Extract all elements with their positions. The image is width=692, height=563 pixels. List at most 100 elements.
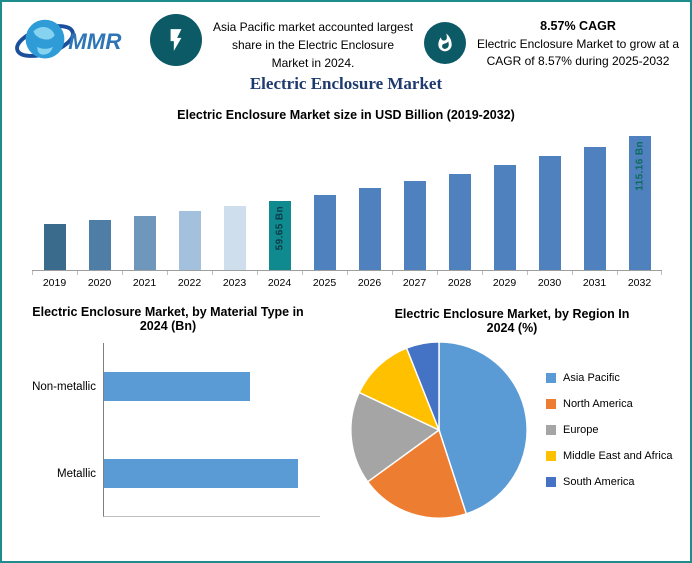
header-left-note: Asia Pacific market accounted largest sh… bbox=[212, 20, 414, 70]
hbar-track-non-metallic bbox=[103, 343, 320, 430]
bar-cell-2032: 115.16 Bn bbox=[617, 128, 662, 270]
legend-item-middle-east-and-africa: Middle East and Africa bbox=[546, 450, 672, 462]
bar-2024: 59.65 Bn bbox=[268, 200, 291, 270]
legend-label-north-america: North America bbox=[563, 398, 633, 410]
bar-cell-2031 bbox=[572, 128, 617, 270]
legend-item-south-america: South America bbox=[546, 476, 672, 488]
pie-slice-north-america bbox=[366, 428, 468, 519]
axis-label-2030: 2030 bbox=[527, 271, 572, 289]
legend-swatch-north-america bbox=[546, 399, 556, 409]
legend-label-middle-east-and-africa: Middle East and Africa bbox=[563, 450, 673, 462]
pie-slice-europe bbox=[350, 391, 441, 483]
legend-swatch-south-america bbox=[546, 477, 556, 487]
page-title: Electric Enclosure Market bbox=[249, 74, 443, 93]
legend-label-europe: Europe bbox=[563, 424, 599, 436]
bar-cell-2028 bbox=[437, 128, 482, 270]
axis-label-2029: 2029 bbox=[482, 271, 527, 289]
hbar-row-metallic: Metallic bbox=[10, 430, 320, 517]
globe-continent bbox=[37, 46, 53, 55]
legend-swatch-middle-east-and-africa bbox=[546, 451, 556, 461]
logo-text: MMR bbox=[68, 29, 121, 54]
pie-chart-title: Electric Enclosure Market, by Region In … bbox=[394, 307, 630, 335]
bar-value-label-2032: 115.16 Bn bbox=[634, 140, 645, 191]
bar-chart-title: Electric Enclosure Market size in USD Bi… bbox=[177, 108, 515, 122]
category-label-non-metallic: Non-metallic bbox=[32, 380, 96, 393]
pie-chart bbox=[350, 341, 528, 519]
bar-cell-2022 bbox=[167, 128, 212, 270]
lightning-icon-circle bbox=[150, 14, 202, 66]
bar-2028 bbox=[448, 173, 471, 270]
bar-cell-2027 bbox=[392, 128, 437, 270]
bar-cell-2020 bbox=[77, 128, 122, 270]
bar-cell-2021 bbox=[122, 128, 167, 270]
axis-label-2022: 2022 bbox=[167, 271, 212, 289]
hbar-track-metallic bbox=[103, 430, 320, 517]
bar-cell-2030 bbox=[527, 128, 572, 270]
bar-2030 bbox=[538, 156, 561, 270]
bar-chart-plot-area: 59.65 Bn 115.16 Bn bbox=[32, 128, 662, 270]
cagr-note: Electric Enclosure Market to grow at a C… bbox=[476, 37, 680, 69]
cagr-block: 8.57% CAGR Electric Enclosure Market to … bbox=[474, 10, 682, 71]
axis-label-2019: 2019 bbox=[32, 271, 77, 289]
bar-2032: 115.16 Bn bbox=[628, 135, 651, 270]
axis-label-2031: 2031 bbox=[572, 271, 617, 289]
legend-item-asia-pacific: Asia Pacific bbox=[546, 372, 672, 384]
axis-label-2023: 2023 bbox=[212, 271, 257, 289]
legend-swatch-europe bbox=[546, 425, 556, 435]
flame-icon bbox=[438, 33, 452, 52]
bar-2021 bbox=[133, 215, 156, 270]
hbar-row-non-metallic: Non-metallic bbox=[10, 343, 320, 430]
bar-2027 bbox=[403, 181, 426, 270]
mmr-logo: MMR bbox=[15, 19, 121, 59]
axis-label-2021: 2021 bbox=[122, 271, 167, 289]
market-size-bar-chart: Electric Enclosure Market size in USD Bi… bbox=[2, 108, 690, 289]
hbar-non-metallic bbox=[104, 372, 250, 401]
category-label-metallic: Metallic bbox=[57, 467, 96, 480]
bar-2020 bbox=[88, 219, 111, 270]
pie-legend: Asia Pacific North America Europe Middle Ea… bbox=[546, 372, 672, 488]
flame-icon-circle bbox=[424, 22, 466, 64]
header: MMR Asia Pacific market accounted larges… bbox=[2, 2, 690, 72]
region-pie-chart: Electric Enclosure Market, by Region In … bbox=[334, 299, 690, 521]
bar-chart-x-axis: 2019 2020 2021 2022 2023 2024 2025 2026 2027 2028… bbox=[32, 270, 662, 289]
axis-label-2032: 2032 bbox=[617, 271, 662, 289]
cagr-title: 8.57% CAGR bbox=[540, 19, 616, 33]
bar-2022 bbox=[178, 211, 201, 270]
material-chart-plot-area: Non-metallic Metallic bbox=[10, 343, 320, 517]
axis-label-2027: 2027 bbox=[392, 271, 437, 289]
pie-slice-south-america bbox=[405, 341, 440, 431]
axis-label-2024: 2024 bbox=[257, 271, 302, 289]
bar-cell-2019 bbox=[32, 128, 77, 270]
pie-slice-middle-east-and-africa bbox=[358, 347, 441, 432]
cagr-section: 8.57% CAGR Electric Enclosure Market to … bbox=[424, 10, 682, 71]
legend-label-asia-pacific: Asia Pacific bbox=[563, 372, 620, 384]
axis-label-2026: 2026 bbox=[347, 271, 392, 289]
legend-item-north-america: North America bbox=[546, 398, 672, 410]
legend-label-south-america: South America bbox=[563, 476, 635, 488]
bar-2023 bbox=[223, 205, 246, 270]
material-type-chart: Electric Enclosure Market, by Material T… bbox=[2, 299, 334, 521]
bar-cell-2026 bbox=[347, 128, 392, 270]
material-chart-title: Electric Enclosure Market, by Material T… bbox=[32, 305, 304, 333]
lightning-bolt-icon bbox=[170, 29, 182, 51]
hbar-metallic bbox=[104, 458, 298, 488]
bar-2026 bbox=[358, 188, 381, 270]
legend-item-europe: Europe bbox=[546, 424, 672, 436]
bottom-charts: Electric Enclosure Market, by Material T… bbox=[2, 299, 690, 521]
bar-2031 bbox=[583, 146, 606, 270]
bar-2019 bbox=[43, 223, 66, 270]
bar-cell-2029 bbox=[482, 128, 527, 270]
bar-cell-2023 bbox=[212, 128, 257, 270]
bar-cell-2025 bbox=[302, 128, 347, 270]
axis-label-2025: 2025 bbox=[302, 271, 347, 289]
bar-2029 bbox=[493, 165, 516, 270]
axis-label-2020: 2020 bbox=[77, 271, 122, 289]
pie-chart-area: Asia Pacific North America Europe Middle Ea… bbox=[334, 339, 690, 521]
bar-2025 bbox=[313, 194, 336, 270]
globe-continent bbox=[33, 26, 55, 40]
bar-cell-2024: 59.65 Bn bbox=[257, 128, 302, 270]
legend-swatch-asia-pacific bbox=[546, 373, 556, 383]
axis-label-2028: 2028 bbox=[437, 271, 482, 289]
pie-slice-asia-pacific bbox=[438, 341, 528, 515]
